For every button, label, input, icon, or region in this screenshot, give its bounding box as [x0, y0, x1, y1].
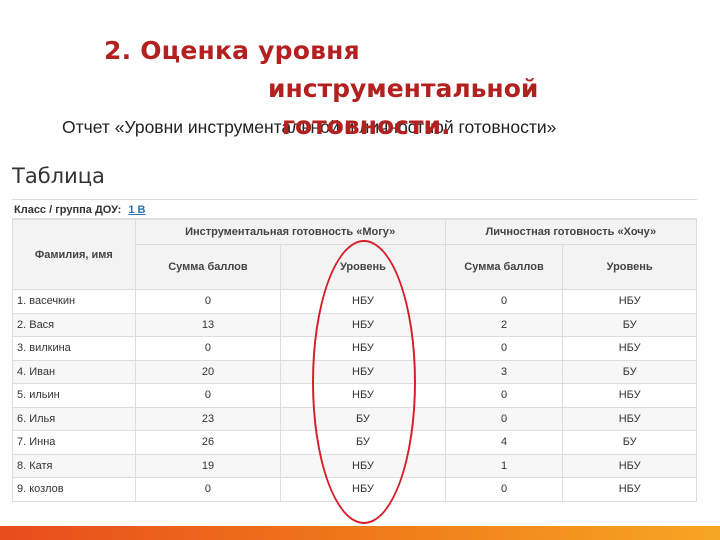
- footer-accent-bar: [0, 526, 720, 540]
- table-row: 7. Инна 26 БУ 4 БУ: [12, 430, 697, 455]
- cell-name: 7. Инна: [12, 430, 136, 455]
- cell-instrumental-level: НБУ: [280, 336, 446, 361]
- cell-personal-level: НБУ: [562, 406, 697, 431]
- cell-personal-level: БУ: [562, 312, 697, 337]
- slide-title-line-2: инструментальной: [268, 74, 539, 103]
- class-group-label: Класс / группа ДОУ:: [14, 204, 122, 216]
- cell-personal-sum: 0: [444, 289, 564, 314]
- col-header-instrumental-sum: Сумма баллов: [134, 244, 282, 290]
- cell-personal-sum: 0: [444, 383, 564, 408]
- cell-instrumental-level: НБУ: [280, 383, 446, 408]
- cell-personal-level: БУ: [562, 430, 697, 455]
- cell-name: 2. Вася: [12, 312, 136, 337]
- table-row: 5. ильин 0 НБУ 0 НБУ: [12, 383, 697, 408]
- table-row: 9. козлов 0 НБУ 0 НБУ: [12, 477, 697, 502]
- cell-personal-sum: 3: [444, 359, 564, 384]
- cell-name: 8. Катя: [12, 453, 136, 478]
- table-row: 4. Иван 20 НБУ 3 БУ: [12, 359, 697, 384]
- cell-instrumental-level: НБУ: [280, 312, 446, 337]
- cell-personal-level: НБУ: [562, 289, 697, 314]
- cell-personal-sum: 4: [444, 430, 564, 455]
- cell-instrumental-level: НБУ: [280, 289, 446, 314]
- cell-instrumental-sum: 26: [134, 430, 282, 455]
- cell-personal-level: БУ: [562, 359, 697, 384]
- cell-instrumental-sum: 0: [134, 336, 282, 361]
- cell-personal-level: НБУ: [562, 383, 697, 408]
- slide-title-line-3: готовности.: [282, 111, 451, 140]
- slide-title-line-1: 2. Оценка уровня: [104, 36, 360, 65]
- cell-personal-level: НБУ: [562, 336, 697, 361]
- class-group-row: Класс / группа ДОУ: 1 В: [12, 199, 697, 219]
- cell-name: 3. вилкина: [12, 336, 136, 361]
- cell-name: 4. Иван: [12, 359, 136, 384]
- cell-name: 6. Илья: [12, 406, 136, 431]
- slide-subtitle: Отчет «Уровни инструментальной и личност…: [62, 117, 557, 137]
- cell-personal-level: НБУ: [562, 477, 697, 502]
- cell-personal-sum: 0: [444, 477, 564, 502]
- cell-personal-sum: 1: [444, 453, 564, 478]
- readiness-table: Фамилия, имя Инструментальная готовность…: [12, 219, 698, 502]
- cell-instrumental-level: БУ: [280, 430, 446, 455]
- cell-name: 5. ильин: [12, 383, 136, 408]
- cell-personal-sum: 2: [444, 312, 564, 337]
- cell-instrumental-level: НБУ: [280, 359, 446, 384]
- cell-instrumental-sum: 23: [134, 406, 282, 431]
- cell-instrumental-sum: 13: [134, 312, 282, 337]
- cell-instrumental-level: БУ: [280, 406, 446, 431]
- cell-personal-sum: 0: [444, 406, 564, 431]
- cell-instrumental-level: НБУ: [280, 453, 446, 478]
- class-group-link[interactable]: 1 В: [128, 204, 146, 216]
- table-row: 3. вилкина 0 НБУ 0 НБУ: [12, 336, 697, 361]
- cell-instrumental-level: НБУ: [280, 477, 446, 502]
- table-heading: Таблица: [12, 164, 105, 188]
- cell-name: 1. васечкин: [12, 289, 136, 314]
- col-header-personal-sum: Сумма баллов: [444, 244, 564, 290]
- table-row: 6. Илья 23 БУ 0 НБУ: [12, 406, 697, 431]
- col-group-personal: Личностная готовность «Хочу»: [444, 219, 698, 245]
- col-header-instrumental-level: Уровень: [280, 244, 446, 290]
- table-row: 1. васечкин 0 НБУ 0 НБУ: [12, 289, 697, 314]
- cell-personal-level: НБУ: [562, 453, 697, 478]
- col-header-personal-level: Уровень: [562, 244, 697, 290]
- table-row: 2. Вася 13 НБУ 2 БУ: [12, 312, 697, 337]
- col-group-instrumental: Инструментальная готовность «Могу»: [134, 219, 446, 245]
- table-row: 8. Катя 19 НБУ 1 НБУ: [12, 453, 697, 478]
- cell-instrumental-sum: 20: [134, 359, 282, 384]
- cell-instrumental-sum: 0: [134, 383, 282, 408]
- cell-name: 9. козлов: [12, 477, 136, 502]
- col-header-name: Фамилия, имя: [12, 219, 136, 290]
- cell-instrumental-sum: 19: [134, 453, 282, 478]
- cell-instrumental-sum: 0: [134, 289, 282, 314]
- cell-personal-sum: 0: [444, 336, 564, 361]
- cell-instrumental-sum: 0: [134, 477, 282, 502]
